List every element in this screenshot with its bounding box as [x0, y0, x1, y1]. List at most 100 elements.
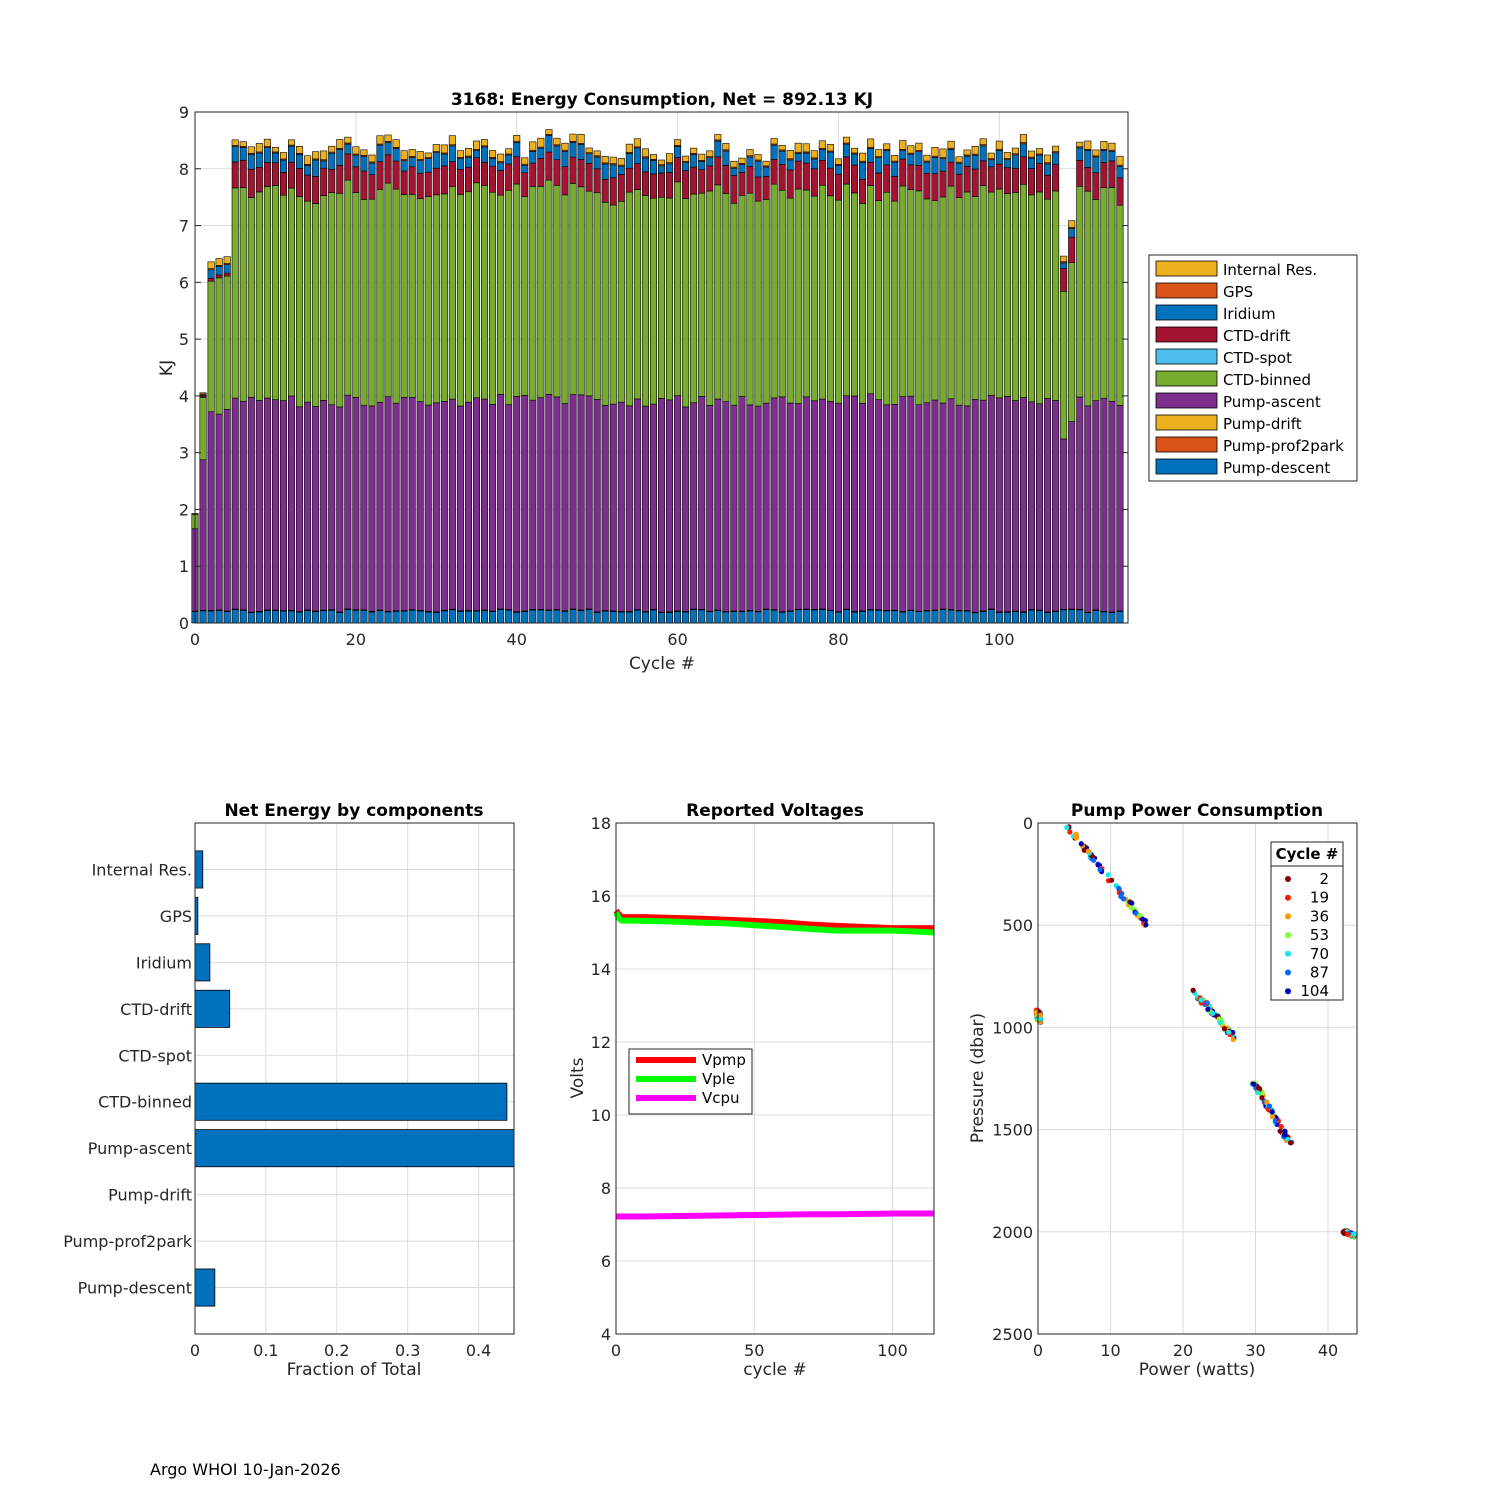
energy-bar-segment — [826, 401, 834, 611]
energy-bar-segment — [199, 397, 207, 461]
energy-bar-segment — [489, 191, 497, 405]
energy-bar-segment — [529, 609, 537, 624]
energy-bar-segment — [392, 402, 400, 612]
energy-bar-segment — [955, 610, 963, 624]
energy-bar-segment — [481, 161, 489, 186]
energy-bar-segment — [279, 610, 287, 624]
pump-xtick-label: 0 — [1033, 1341, 1043, 1360]
energy-bar-segment — [826, 151, 834, 169]
energy-bar-segment — [553, 609, 561, 624]
components-grid — [194, 823, 514, 1334]
components-bar — [194, 1268, 216, 1307]
energy-bar-segment — [802, 189, 810, 398]
energy-bar-segment — [328, 192, 336, 406]
energy-bar-segment — [1027, 168, 1035, 196]
energy-bar-segment — [625, 191, 633, 407]
components-bar — [194, 1082, 508, 1121]
energy-ylabel: KJ — [157, 360, 177, 376]
energy-bar-segment — [730, 404, 738, 612]
energy-bar-segment — [875, 200, 883, 400]
energy-bar-segment — [633, 138, 641, 148]
voltages-line-vcpu — [616, 1210, 934, 1220]
energy-bar-segment — [979, 160, 987, 186]
energy-bar-segment — [497, 394, 505, 610]
energy-bar-segment — [1108, 187, 1116, 402]
energy-bar-segment — [585, 147, 593, 153]
pump-point — [1278, 1123, 1284, 1130]
pump-xtick-label: 20 — [1173, 1341, 1193, 1360]
energy-bar-segment — [706, 190, 714, 406]
energy-bar-segment — [842, 156, 851, 185]
energy-bar-segment — [279, 159, 287, 173]
energy-bar-segment — [891, 404, 899, 611]
energy-bars — [191, 129, 1124, 624]
energy-bar-segment — [955, 173, 963, 198]
energy-bar-segment — [851, 164, 859, 194]
energy-bar-segment — [891, 176, 899, 202]
energy-legend-label: Internal Res. — [1223, 261, 1317, 279]
energy-bar-segment — [738, 195, 746, 397]
energy-bar-segment — [1068, 262, 1076, 422]
energy-bar-segment — [883, 164, 891, 193]
energy-bar-segment — [617, 200, 625, 403]
energy-bar-segment — [215, 413, 223, 611]
energy-bar-segment — [513, 612, 521, 624]
energy-bar-segment — [263, 162, 271, 187]
energy-bar-segment — [971, 154, 979, 170]
energy-bar-segment — [826, 144, 834, 152]
energy-bar-segment — [1011, 611, 1019, 624]
energy-bar-segment — [818, 398, 826, 610]
pump-point — [1097, 867, 1103, 873]
energy-bar-segment — [834, 402, 842, 612]
energy-bar-segment — [247, 168, 255, 198]
energy-bar-segment — [875, 172, 883, 201]
energy-bar-segment — [336, 149, 344, 166]
voltages-lines — [613, 908, 935, 1220]
energy-bar-segment — [569, 183, 577, 395]
energy-bar-segment — [360, 156, 368, 172]
energy-bar-segment — [392, 148, 400, 162]
energy-legend-swatch — [1155, 282, 1218, 299]
pump-axes-frame — [1037, 822, 1358, 1335]
energy-bar-segment — [770, 138, 778, 145]
energy-bar-segment — [320, 167, 328, 196]
energy-bar-segment — [1092, 610, 1100, 624]
energy-bar-segment — [1076, 185, 1084, 398]
energy-bar-segment — [867, 138, 875, 148]
energy-bar-segment — [239, 159, 247, 188]
energy-bar-segment — [657, 165, 666, 174]
energy-bar-segment — [1052, 400, 1060, 612]
energy-bar-segment — [987, 394, 995, 610]
energy-bar-segment — [440, 153, 448, 167]
energy-bar-segment — [360, 170, 368, 200]
energy-bar-segment — [762, 609, 770, 624]
energy-bar-segment — [279, 152, 287, 160]
energy-bar-segment — [786, 159, 794, 171]
energy-bar-segment — [424, 158, 432, 173]
pump-legend-label: 53 — [1310, 926, 1329, 944]
energy-bar-segment — [818, 149, 826, 161]
energy-bar-segment — [601, 202, 609, 406]
energy-bar-segment — [408, 166, 416, 195]
energy-bar-segment — [931, 610, 939, 624]
energy-bar-segment — [633, 189, 641, 400]
energy-bar-segment — [1116, 611, 1124, 624]
energy-bar-segment — [312, 611, 320, 624]
energy-bar-segment — [601, 163, 609, 180]
energy-bar-segment — [448, 398, 456, 610]
energy-bar-segment — [1019, 143, 1027, 158]
pump-point — [1221, 1026, 1228, 1032]
energy-bar-segment — [352, 146, 360, 155]
energy-bar-segment — [1011, 192, 1019, 401]
energy-bar-segment — [344, 394, 352, 610]
energy-bar-segment — [529, 141, 537, 151]
energy-bar-segment — [312, 151, 320, 160]
energy-bar-segment — [842, 143, 851, 158]
voltages-title: Reported Voltages — [686, 801, 864, 821]
energy-bar-segment — [867, 609, 875, 624]
energy-bar-segment — [424, 611, 432, 624]
energy-bar-segment — [215, 610, 223, 624]
energy-bar-segment — [738, 157, 746, 164]
